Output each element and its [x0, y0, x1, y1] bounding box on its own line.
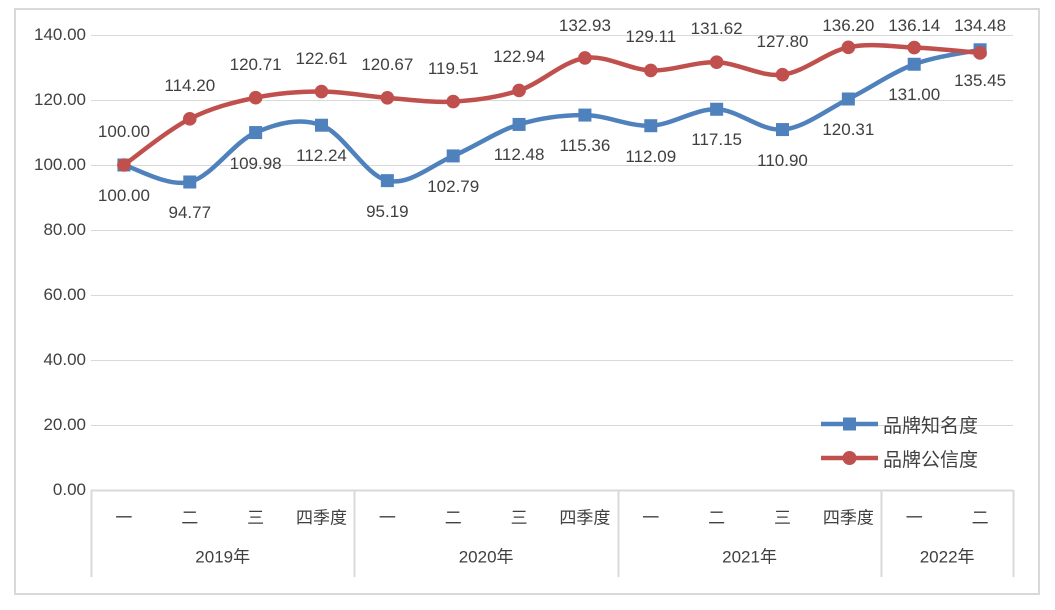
- data-label-brand-awareness: 131.00: [888, 85, 941, 105]
- y-tick-label: 20.00: [43, 415, 86, 434]
- data-marker-brand-credibility: [775, 67, 790, 82]
- data-label-brand-credibility: 122.61: [295, 48, 348, 68]
- x-year-label: 2020年: [458, 547, 514, 567]
- x-quarter-label: 三: [774, 508, 791, 528]
- data-marker-brand-credibility: [841, 40, 856, 55]
- x-year-label: 2019年: [195, 547, 251, 567]
- data-label-brand-awareness: 95.19: [366, 201, 409, 221]
- y-tick-label: 100.00: [34, 155, 86, 174]
- data-marker-brand-credibility: [117, 158, 131, 172]
- data-marker-brand-credibility: [512, 83, 526, 98]
- data-marker-brand-awareness: [512, 117, 526, 131]
- x-quarter-label: 二: [181, 508, 199, 528]
- data-label-brand-credibility: 120.71: [229, 54, 282, 74]
- data-marker-brand-awareness: [446, 149, 460, 163]
- data-label-brand-credibility: 127.80: [756, 31, 809, 51]
- data-marker-brand-credibility: [907, 40, 922, 55]
- data-marker-brand-awareness: [183, 175, 197, 189]
- data-label-brand-awareness: 100.00: [97, 186, 150, 205]
- legend-label-brand-credibility: 品牌公信度: [883, 449, 979, 471]
- x-quarter-label: 三: [247, 508, 265, 528]
- data-label-brand-credibility: 131.62: [690, 19, 743, 39]
- data-label-brand-credibility: 122.94: [493, 47, 546, 67]
- chart-frame-border: [14, 8, 1040, 595]
- x-quarter-label: 一: [378, 508, 396, 528]
- data-label-brand-awareness: 135.45: [954, 70, 1007, 90]
- data-label-brand-credibility: 119.51: [427, 58, 479, 78]
- data-label-brand-credibility: 120.67: [361, 54, 414, 74]
- data-label-brand-credibility: 134.48: [954, 16, 1007, 35]
- data-marker-brand-credibility: [643, 63, 658, 78]
- x-quarter-label: 三: [510, 508, 528, 528]
- data-marker-brand-awareness: [315, 118, 328, 132]
- data-label-brand-awareness: 115.36: [559, 136, 611, 156]
- data-label-brand-credibility: 136.20: [822, 16, 875, 35]
- data-label-brand-awareness: 110.90: [757, 150, 808, 170]
- data-label-brand-awareness: 102.79: [427, 176, 480, 196]
- x-quarter-label: 一: [642, 508, 660, 528]
- x-year-label: 2021年: [722, 547, 777, 567]
- y-tick-label: 80.00: [43, 220, 86, 239]
- data-marker-brand-awareness: [644, 119, 658, 133]
- x-year-label: 2022年: [919, 547, 975, 567]
- y-tick-label: 0.00: [52, 480, 86, 499]
- data-label-brand-awareness: 109.98: [229, 153, 282, 173]
- data-label-brand-credibility: 100.00: [97, 122, 150, 141]
- x-quarter-label: 二: [971, 508, 989, 528]
- data-marker-brand-credibility: [182, 112, 197, 126]
- data-marker-brand-credibility: [446, 94, 461, 109]
- data-marker-brand-awareness: [841, 92, 855, 106]
- x-quarter-label: 二: [444, 508, 462, 528]
- data-marker-brand-awareness: [907, 57, 921, 71]
- data-marker-brand-awareness: [380, 174, 394, 188]
- legend-label-brand-awareness: 品牌知名度: [883, 415, 979, 437]
- data-marker-brand-credibility: [314, 84, 329, 99]
- y-tick-label: 120.00: [34, 90, 86, 109]
- data-marker-brand-awareness: [710, 102, 724, 116]
- data-marker-brand-credibility: [248, 90, 263, 105]
- legend-item-brand-credibility: 品牌公信度: [821, 441, 978, 475]
- legend: 品牌知名度 品牌公信度: [821, 407, 978, 475]
- data-marker-brand-credibility: [380, 91, 395, 105]
- legend-line-square-marker-icon: [821, 417, 878, 431]
- data-label-brand-awareness: 112.48: [493, 145, 545, 165]
- y-tick-label: 40.00: [43, 350, 86, 369]
- data-marker-brand-credibility: [973, 46, 987, 60]
- data-marker-brand-credibility: [578, 51, 592, 65]
- x-quarter-label: 四季度: [296, 508, 347, 528]
- data-marker-brand-awareness: [249, 126, 263, 140]
- data-marker-brand-awareness: [776, 123, 789, 137]
- x-quarter-label: 一: [115, 508, 133, 528]
- legend-line-circle-marker-icon: [821, 451, 878, 465]
- data-label-brand-credibility: 114.20: [164, 75, 216, 95]
- data-marker-brand-awareness: [578, 108, 592, 122]
- data-label-brand-awareness: 112.24: [296, 146, 347, 166]
- x-quarter-label: 二: [708, 508, 726, 528]
- y-tick-label: 140.00: [34, 25, 86, 44]
- data-label-brand-awareness: 112.09: [625, 146, 677, 166]
- data-label-brand-credibility: 129.11: [625, 27, 677, 47]
- data-label-brand-credibility: 136.14: [888, 16, 941, 35]
- x-quarter-label: 四季度: [822, 508, 874, 528]
- legend-item-brand-awareness: 品牌知名度: [821, 407, 978, 441]
- x-quarter-label: 四季度: [559, 508, 611, 528]
- y-tick-label: 60.00: [43, 285, 86, 304]
- x-quarter-label: 一: [905, 508, 923, 528]
- data-label-brand-awareness: 120.31: [822, 119, 875, 139]
- data-label-brand-credibility: 132.93: [558, 16, 611, 35]
- data-label-brand-awareness: 94.77: [168, 202, 212, 222]
- data-marker-brand-credibility: [709, 55, 724, 70]
- data-label-brand-awareness: 117.15: [691, 130, 743, 150]
